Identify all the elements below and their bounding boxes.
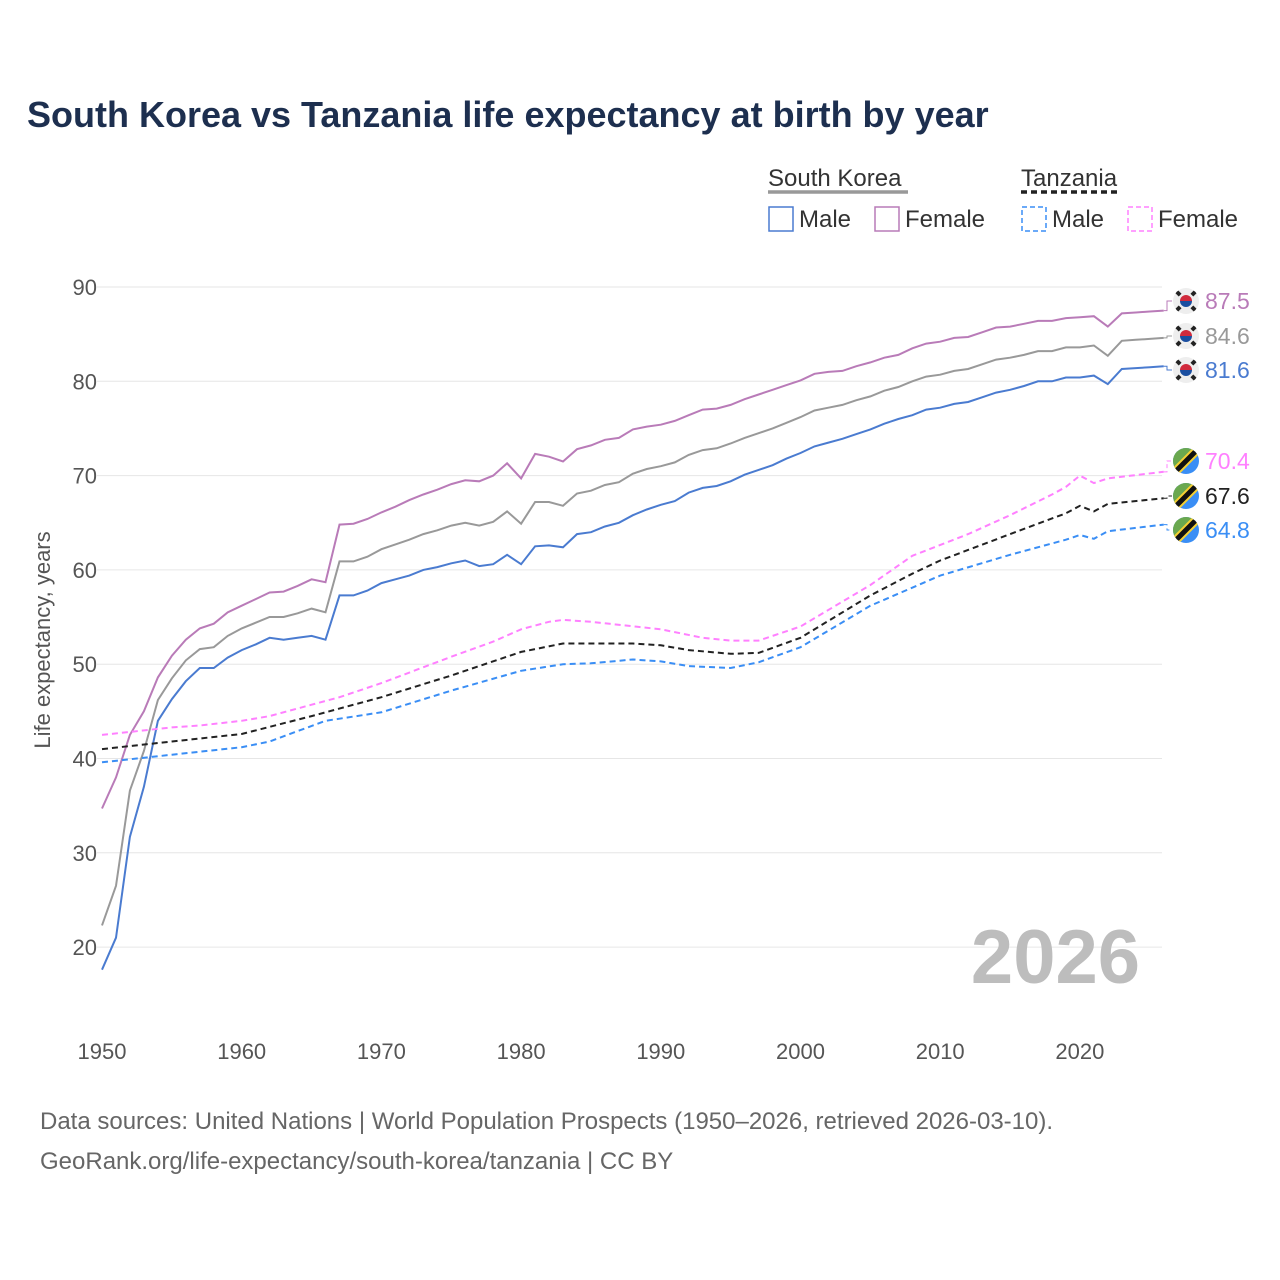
flag-blue	[1180, 301, 1192, 307]
end-label-connector	[1163, 495, 1172, 499]
legend-swatch-female[interactable]	[874, 206, 900, 232]
end-value-label: 70.4	[1205, 448, 1250, 474]
legend-swatch-female[interactable]	[1127, 206, 1153, 232]
y-axis-label: Life expectancy, years	[30, 531, 55, 748]
flag-body	[1173, 517, 1199, 543]
legend-group-title: Tanzania	[1021, 165, 1118, 192]
series-line-south-korea-total[interactable]	[101, 336, 1164, 926]
south-korea-flag-icon	[1173, 288, 1199, 314]
flag-blue	[1180, 336, 1192, 342]
y-tick-label: 70	[73, 464, 97, 489]
legend: South Korea Male Female Tanzania Male Female	[768, 165, 1238, 233]
south-korea-flag-icon	[1173, 357, 1199, 383]
gridlines	[97, 286, 1162, 948]
end-value-label: 84.6	[1205, 323, 1250, 349]
x-tick-label: 1990	[636, 1039, 685, 1064]
end-value-label: 87.5	[1205, 288, 1250, 314]
flag-red	[1180, 295, 1192, 301]
flag-body	[1173, 323, 1199, 349]
end-value-label: 67.6	[1205, 483, 1250, 509]
chart-title: South Korea vs Tanzania life expectancy …	[27, 94, 989, 135]
tanzania-flag-icon	[1173, 483, 1199, 509]
x-tick-label: 1980	[497, 1039, 546, 1064]
series-line-south-korea-female[interactable]	[101, 309, 1164, 809]
x-tick-label: 2020	[1055, 1039, 1104, 1064]
series-lines	[101, 309, 1164, 971]
y-tick-label: 20	[73, 935, 97, 960]
footer-source: Data sources: United Nations | World Pop…	[40, 1108, 1054, 1135]
series-line-tanzania-total[interactable]	[101, 497, 1164, 751]
legend-item-label[interactable]: Male	[1052, 206, 1104, 233]
y-tick-label: 50	[73, 652, 97, 677]
end-label-connector	[1163, 524, 1172, 531]
flag-body	[1173, 288, 1199, 314]
flag-red	[1180, 330, 1192, 336]
flag-body	[1173, 357, 1199, 383]
series-line-tanzania-female[interactable]	[101, 470, 1164, 736]
tanzania-flag-icon	[1173, 517, 1199, 543]
x-tick-label: 2000	[776, 1039, 825, 1064]
y-tick-label: 80	[73, 369, 97, 394]
y-tick-label: 40	[73, 747, 97, 772]
legend-item-label[interactable]: Female	[1158, 206, 1238, 233]
flag-blue	[1180, 370, 1192, 376]
x-tick-label: 1970	[357, 1039, 406, 1064]
y-tick-label: 30	[73, 841, 97, 866]
watermark-year: 2026	[971, 915, 1140, 1000]
legend-item-label[interactable]: Male	[799, 206, 851, 233]
legend-swatch-male[interactable]	[768, 206, 794, 232]
end-labels: 87.5 84.6 81.6 70.4 67.6 64.8	[1163, 288, 1250, 543]
end-label-connector	[1163, 365, 1172, 371]
flag-red	[1180, 364, 1192, 370]
end-value-label: 81.6	[1205, 357, 1250, 383]
y-tick-label: 90	[73, 275, 97, 300]
x-axis-ticks: 1950 1960 1970 1980 1990 2000 2010 2020	[78, 1039, 1105, 1064]
legend-group-title: South Korea	[768, 165, 902, 192]
end-value-label: 64.8	[1205, 517, 1250, 543]
series-line-tanzania-male[interactable]	[101, 523, 1164, 764]
flag-body	[1173, 448, 1199, 474]
series-line-south-korea-male[interactable]	[101, 365, 1164, 971]
x-tick-label: 1960	[217, 1039, 266, 1064]
end-label-connector	[1163, 300, 1172, 312]
end-label-connector	[1163, 335, 1172, 339]
legend-item-label[interactable]: Female	[905, 206, 985, 233]
south-korea-flag-icon	[1173, 323, 1199, 349]
x-tick-label: 1950	[78, 1039, 127, 1064]
flag-body	[1173, 483, 1199, 509]
legend-swatch-male[interactable]	[1021, 206, 1047, 232]
y-axis-ticks: 20 30 40 50 60 70 80 90	[73, 275, 97, 960]
y-tick-label: 60	[73, 558, 97, 583]
x-tick-label: 2010	[916, 1039, 965, 1064]
footer-link[interactable]: GeoRank.org/life-expectancy/south-korea/…	[40, 1148, 674, 1175]
tanzania-flag-icon	[1173, 448, 1199, 474]
end-label-connector	[1163, 460, 1172, 473]
